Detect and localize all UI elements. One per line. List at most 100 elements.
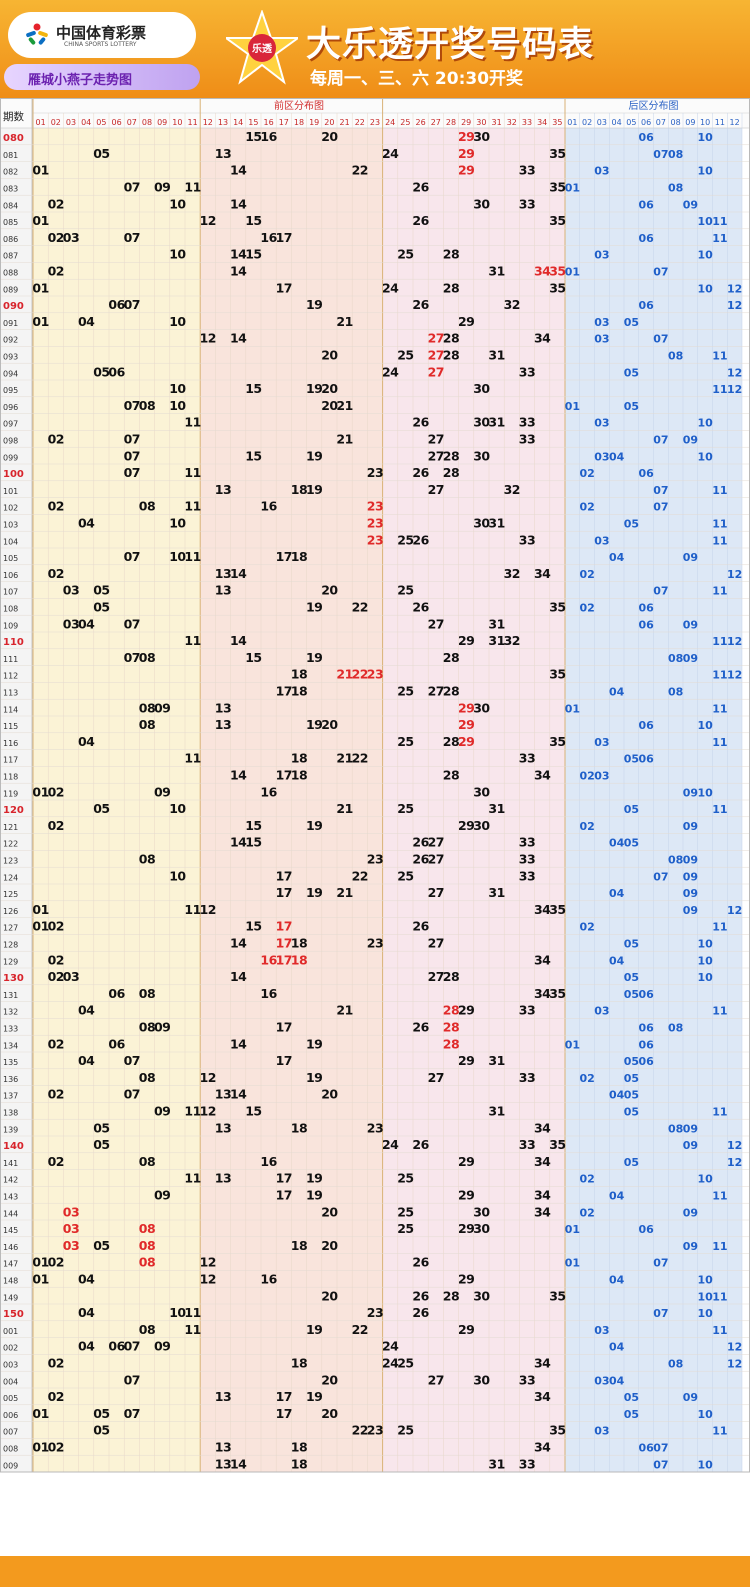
front-number: 07 — [124, 650, 140, 665]
front-number: 01 — [32, 784, 48, 799]
front-number: 10 — [169, 868, 186, 883]
back-number: 11 — [712, 736, 727, 749]
front-number: 11 — [184, 1171, 200, 1186]
front-number: 09 — [154, 1020, 170, 1035]
front-number: 07 — [124, 549, 140, 564]
back-number: 10 — [697, 1307, 713, 1320]
front-number: 14 — [230, 936, 247, 951]
back-number: 09 — [683, 434, 698, 447]
front-number: 20 — [321, 129, 338, 144]
front-number: 17 — [276, 1406, 292, 1421]
front-col-label: 29 — [461, 118, 471, 127]
front-number: 24 — [382, 280, 399, 295]
back-number: 06 — [638, 988, 654, 1001]
front-number: 25 — [397, 1204, 413, 1219]
period-label: 102 — [3, 504, 18, 513]
front-number: 14 — [230, 1087, 247, 1102]
front-number: 26 — [412, 1288, 429, 1303]
front-col-label: 02 — [51, 118, 61, 127]
front-number: 03 — [63, 1204, 79, 1219]
front-col-label: 17 — [279, 118, 289, 127]
front-number: 07 — [124, 1339, 140, 1354]
trend-chart: 期数 前区分布图 后区分布图 01 02 03 04 05 06 07 08 09 10 11 12 13 14… — [0, 97, 750, 1556]
front-number: 15 — [245, 835, 261, 850]
back-number: 10 — [697, 719, 713, 732]
front-number: 28 — [443, 684, 459, 699]
front-col-label: 25 — [400, 118, 410, 127]
front-number: 07 — [124, 448, 140, 463]
front-number: 30 — [473, 415, 490, 430]
back-number: 10 — [697, 938, 713, 951]
front-number: 29 — [458, 633, 474, 648]
front-number: 11 — [184, 902, 200, 917]
period-label: 130 — [3, 973, 24, 984]
front-number: 04 — [78, 1305, 95, 1320]
back-number: 08 — [668, 148, 683, 161]
front-number: 07 — [124, 616, 140, 631]
period-label: 001 — [3, 1327, 18, 1336]
front-number: 29 — [458, 1188, 474, 1203]
front-col-label: 18 — [294, 118, 304, 127]
front-number: 23 — [367, 936, 383, 951]
front-number: 14 — [230, 163, 247, 178]
back-number: 09 — [683, 551, 698, 564]
front-number: 19 — [306, 1389, 322, 1404]
front-number: 30 — [473, 1204, 490, 1219]
front-number: 08 — [139, 1238, 155, 1253]
front-number: 22 — [352, 1322, 368, 1337]
period-label: 082 — [3, 168, 18, 177]
back-number: 11 — [712, 534, 727, 547]
front-number: 26 — [412, 532, 429, 547]
back-number: 01 — [565, 266, 580, 279]
front-number: 30 — [473, 784, 490, 799]
period-label: 124 — [3, 873, 18, 882]
front-number: 04 — [78, 1003, 95, 1018]
front-number: 10 — [169, 247, 186, 262]
front-number: 11 — [184, 1305, 200, 1320]
front-number: 07 — [124, 432, 140, 447]
front-number: 11 — [184, 549, 200, 564]
period-label: 088 — [3, 269, 18, 278]
back-number: 11 — [712, 635, 727, 648]
front-number: 15 — [245, 247, 261, 262]
front-number: 25 — [397, 1171, 413, 1186]
front-number: 34 — [534, 1188, 551, 1203]
front-number: 19 — [306, 1036, 322, 1051]
front-number: 04 — [78, 1339, 95, 1354]
front-number: 19 — [306, 1070, 322, 1085]
front-number: 27 — [428, 348, 444, 363]
back-number: 06 — [638, 618, 654, 631]
period-label: 006 — [3, 1411, 18, 1420]
back-col-label: 07 — [656, 118, 666, 127]
front-number: 33 — [519, 532, 535, 547]
front-number: 16 — [260, 129, 277, 144]
front-number: 29 — [458, 129, 474, 144]
front-number: 05 — [93, 583, 109, 598]
front-number: 17 — [276, 1053, 292, 1068]
front-number: 09 — [154, 1104, 170, 1119]
front-number: 14 — [230, 264, 247, 279]
back-number: 07 — [653, 484, 668, 497]
back-number: 02 — [579, 1206, 594, 1219]
back-number: 09 — [683, 904, 698, 917]
back-number: 10 — [697, 282, 713, 295]
front-number: 12 — [200, 213, 216, 228]
back-col-label: 04 — [612, 118, 622, 127]
front-number: 21 — [336, 885, 352, 900]
front-number: 28 — [443, 1020, 459, 1035]
front-number: 27 — [428, 684, 444, 699]
front-col-label: 21 — [340, 118, 350, 127]
front-number: 35 — [549, 734, 565, 749]
period-label: 138 — [3, 1109, 18, 1118]
front-number: 05 — [93, 364, 109, 379]
front-number: 30 — [473, 1288, 490, 1303]
back-number: 04 — [609, 551, 625, 564]
back-number: 11 — [712, 518, 727, 531]
back-number: 09 — [683, 1391, 698, 1404]
period-label: 133 — [3, 1025, 18, 1034]
front-number: 18 — [291, 952, 307, 967]
front-number: 06 — [108, 1339, 125, 1354]
back-number: 06 — [638, 131, 654, 144]
back-number: 06 — [638, 1022, 654, 1035]
back-number: 11 — [712, 921, 727, 934]
